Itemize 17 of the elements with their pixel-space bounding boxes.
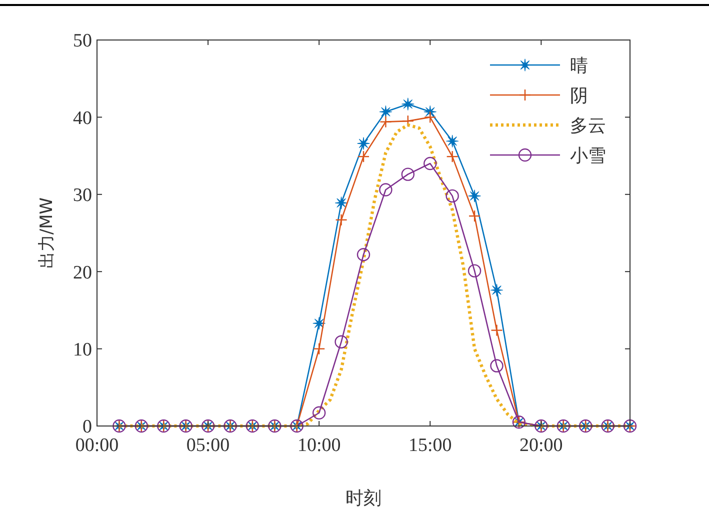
x-tick-label: 15:00 bbox=[408, 435, 452, 456]
y-axis-title: 出力/MW bbox=[37, 197, 57, 269]
x-tick-label: 10:00 bbox=[297, 435, 341, 456]
x-axis-title: 时刻 bbox=[346, 488, 382, 509]
y-tick-label: 0 bbox=[82, 416, 92, 438]
y-tick-label: 30 bbox=[73, 185, 92, 206]
legend-label: 多云 bbox=[570, 115, 606, 136]
legend-label: 小雪 bbox=[570, 145, 606, 166]
y-tick-label: 10 bbox=[73, 339, 92, 360]
legend-label: 阴 bbox=[570, 85, 588, 106]
y-tick-label: 40 bbox=[73, 108, 92, 129]
y-tick-label: 50 bbox=[73, 30, 92, 52]
y-tick-label: 20 bbox=[73, 262, 92, 284]
x-tick-label: 05:00 bbox=[186, 435, 230, 456]
legend-label: 晴 bbox=[570, 55, 588, 76]
x-tick-label: 20:00 bbox=[520, 435, 563, 456]
x-tick-label: 00:00 bbox=[75, 435, 119, 456]
